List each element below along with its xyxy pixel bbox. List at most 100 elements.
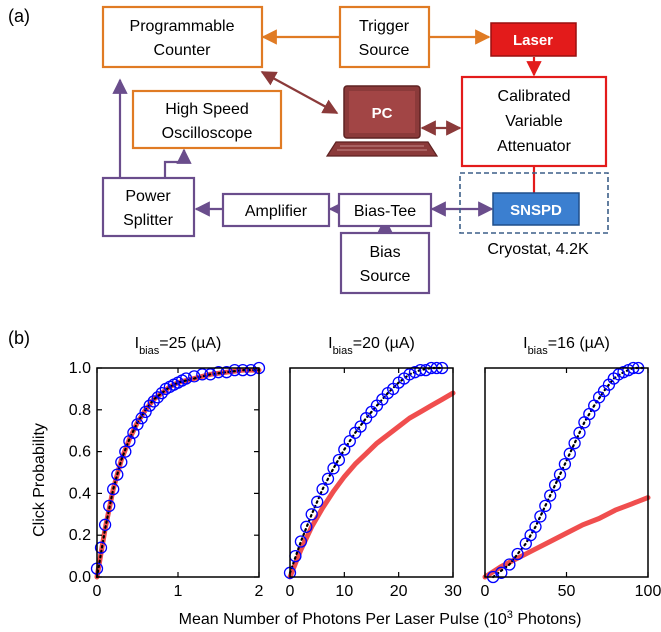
chart-plot bbox=[283, 361, 456, 580]
attenuator-label-2: Variable bbox=[505, 113, 563, 130]
cryostat-label: Cryostat, 4.2K bbox=[487, 241, 589, 258]
pc-counter-link bbox=[260, 71, 339, 114]
panel-a-label: (a) bbox=[8, 6, 30, 26]
chart-3: Ibias=16 (µA) 0 50 100 bbox=[481, 335, 661, 600]
data-point bbox=[563, 447, 576, 460]
data-point bbox=[131, 418, 144, 431]
biassource-label-2: Source bbox=[360, 268, 411, 285]
data-point bbox=[204, 368, 217, 381]
y-tick-label: 0.8 bbox=[69, 402, 91, 419]
data-point bbox=[179, 372, 193, 385]
counter-label-2: Counter bbox=[154, 42, 212, 59]
data-point bbox=[573, 426, 586, 439]
data-point bbox=[539, 499, 552, 513]
data-point bbox=[403, 368, 416, 381]
data-point bbox=[558, 457, 572, 471]
data-point bbox=[294, 535, 308, 548]
data-point bbox=[311, 495, 324, 508]
data-point bbox=[305, 508, 318, 521]
chart-frame bbox=[96, 367, 260, 578]
biastee-block: Bias-Tee bbox=[337, 192, 433, 228]
data-point bbox=[212, 366, 225, 379]
data-point bbox=[111, 468, 124, 481]
biastee-label: Bias-Tee bbox=[354, 203, 416, 220]
data-point bbox=[107, 483, 120, 496]
data-point bbox=[103, 499, 116, 513]
data-point bbox=[155, 386, 168, 400]
pc-label: PC bbox=[372, 105, 393, 122]
y-tick-label: 0.0 bbox=[69, 569, 91, 586]
counter-block: Programmable Counter bbox=[101, 5, 264, 69]
chart-2: Ibias=20 (µA) 0 10 20 30 bbox=[283, 335, 462, 600]
fit-line-red bbox=[287, 390, 456, 580]
x-tick-label: 2 bbox=[255, 583, 264, 600]
chart-plot bbox=[482, 361, 651, 584]
x-tick-label: 30 bbox=[444, 583, 462, 600]
panel-b: (b) Click Probability Ibias=25 (µA) 0 1 2 0.… bbox=[8, 328, 661, 628]
oscilloscope-block: High Speed Oscilloscope bbox=[131, 89, 283, 150]
chart-1: Ibias=25 (µA) 0 1 2 0.0 0.2 0.4 0.6 0.8 1.0 bbox=[69, 335, 266, 600]
data-point bbox=[354, 420, 367, 433]
biassource-block: Bias Source bbox=[339, 231, 431, 295]
trigger-label-1: Trigger bbox=[359, 18, 410, 35]
snspd-label: SNSPD bbox=[510, 202, 562, 219]
data-point bbox=[300, 520, 313, 533]
pc-laptop-icon: PC bbox=[325, 85, 439, 157]
fit-line-dotted bbox=[95, 369, 261, 579]
attenuator-label-3: Attenuator bbox=[497, 138, 572, 155]
fit-line-dotted bbox=[492, 366, 645, 579]
fit-line-dotted bbox=[288, 366, 444, 574]
x-tick-label: 100 bbox=[635, 583, 661, 600]
x-tick-label: 0 bbox=[481, 583, 490, 600]
y-tick-label: 0.6 bbox=[69, 444, 91, 461]
splitter-to-oscilloscope-arrow bbox=[163, 148, 192, 178]
data-point bbox=[228, 363, 241, 377]
laser-block: Laser bbox=[490, 22, 577, 57]
data-point bbox=[321, 472, 335, 485]
cryostat: SNSPD Cryostat, 4.2K bbox=[459, 172, 609, 258]
data-point bbox=[236, 363, 249, 377]
x-tick-label: 1 bbox=[174, 583, 183, 600]
attenuator-block: Calibrated Variable Attenuator bbox=[460, 75, 608, 168]
data-point bbox=[529, 520, 542, 533]
data-point bbox=[94, 541, 108, 554]
y-axis-label: Click Probability bbox=[31, 423, 48, 537]
chart-title: Ibias=20 (µA) bbox=[328, 335, 415, 357]
data-point bbox=[548, 478, 562, 492]
data-point bbox=[338, 443, 351, 456]
trigger-block: Trigger Source bbox=[338, 5, 431, 69]
data-point bbox=[119, 445, 132, 458]
data-point bbox=[143, 399, 156, 412]
x-tick-label: 0 bbox=[286, 583, 295, 600]
laser-label: Laser bbox=[513, 32, 553, 49]
chart-title: Ibias=25 (µA) bbox=[135, 335, 222, 357]
oscilloscope-label-2: Oscilloscope bbox=[162, 125, 253, 142]
connectors bbox=[112, 29, 542, 233]
panel-b-label: (b) bbox=[8, 328, 30, 348]
chart-frame bbox=[289, 367, 454, 578]
amplifier-block: Amplifier bbox=[221, 192, 331, 228]
data-point bbox=[495, 566, 508, 579]
counter-label-1: Programmable bbox=[130, 18, 235, 35]
data-point bbox=[98, 518, 112, 531]
panel-a: (a) Programmable Counter Trigger Source bbox=[8, 5, 609, 295]
x-tick-label: 10 bbox=[335, 583, 353, 600]
biassource-label-1: Bias bbox=[369, 244, 400, 261]
data-point bbox=[220, 366, 233, 379]
data-point bbox=[139, 405, 152, 419]
splitter-label-2: Splitter bbox=[123, 212, 173, 229]
data-point bbox=[544, 489, 557, 502]
data-point bbox=[553, 468, 567, 481]
data-point bbox=[316, 483, 329, 496]
data-point bbox=[332, 453, 346, 467]
splitter-block: Power Splitter bbox=[101, 176, 196, 238]
x-tick-label: 20 bbox=[390, 583, 408, 600]
chart-title: Ibias=16 (µA) bbox=[523, 335, 610, 357]
data-point bbox=[196, 368, 209, 381]
y-tick-label: 0.2 bbox=[69, 527, 91, 544]
data-point bbox=[188, 370, 201, 383]
chart-frame bbox=[484, 367, 649, 578]
data-point bbox=[151, 391, 164, 404]
data-point bbox=[534, 510, 547, 523]
chart-plot bbox=[90, 361, 266, 580]
